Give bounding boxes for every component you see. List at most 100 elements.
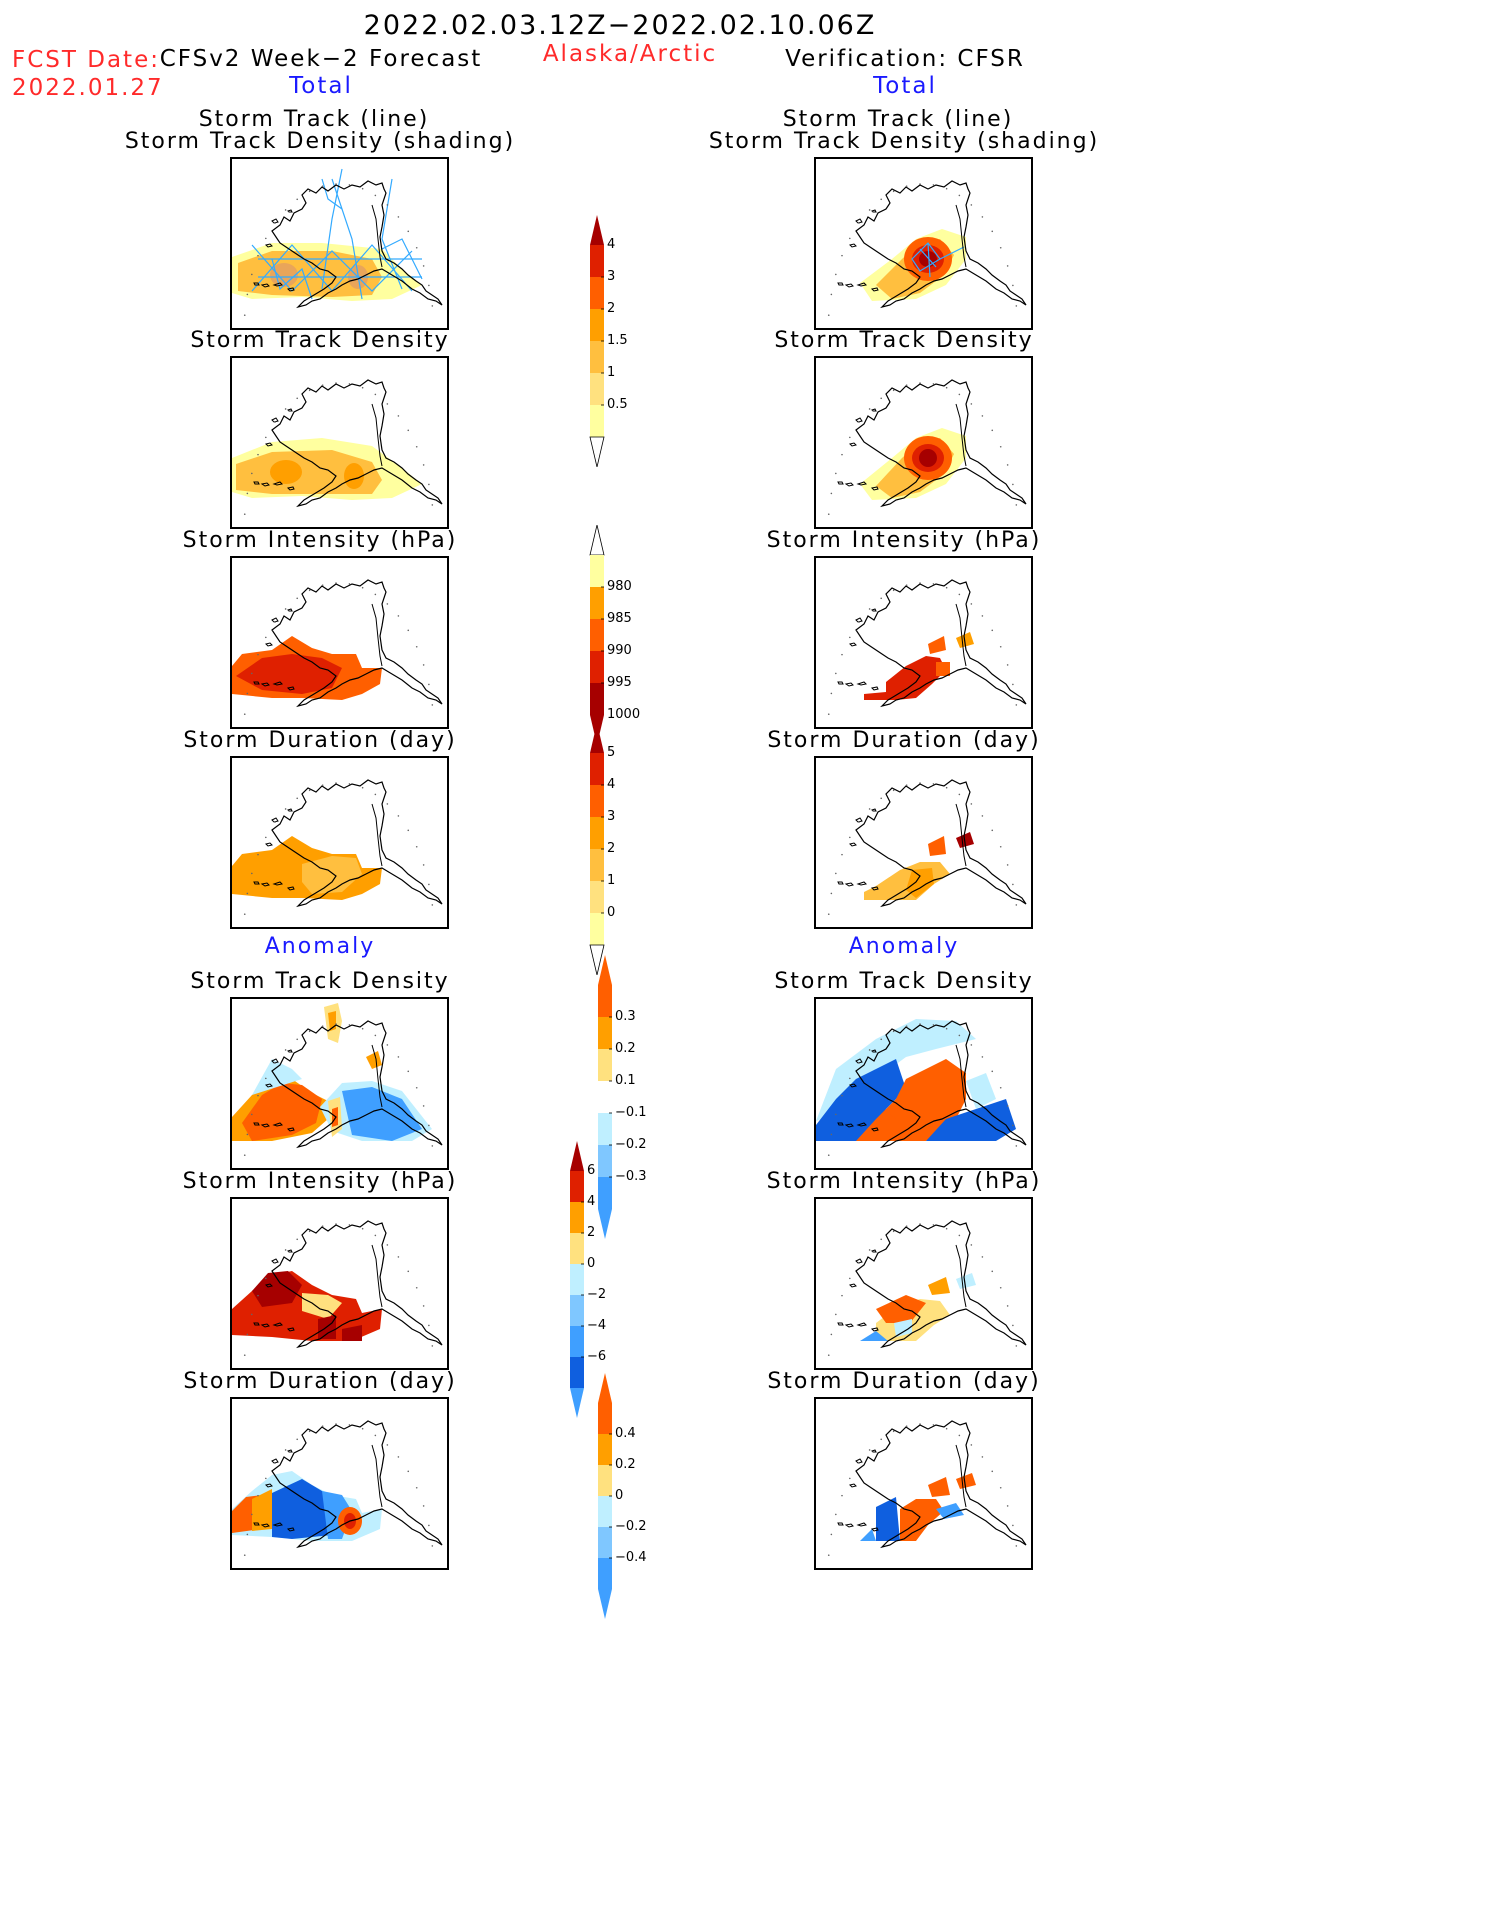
alaska-coastline <box>243 1020 443 1156</box>
island <box>849 1083 857 1088</box>
shade-region <box>876 1497 900 1541</box>
graticule-dots <box>243 183 434 316</box>
shade-region <box>928 1477 950 1497</box>
right-anom-density-title: Storm Track Density <box>774 969 1034 994</box>
map-right-intensity-total <box>814 556 1033 729</box>
island <box>855 417 863 423</box>
island <box>286 886 295 891</box>
colorbar-segment <box>590 405 604 437</box>
island <box>871 1049 877 1053</box>
map-right-duration-total <box>814 756 1033 929</box>
island <box>856 681 868 686</box>
colorbar-segment <box>590 683 604 715</box>
shade-region <box>366 1051 382 1069</box>
island <box>271 1258 279 1264</box>
island <box>837 881 844 885</box>
colorbar-label: 3 <box>607 809 616 824</box>
right-anomaly-label: Anomaly <box>848 934 960 959</box>
graticule-dots <box>827 183 1018 316</box>
colorbar-label: −0.3 <box>615 1169 647 1184</box>
island <box>837 481 844 485</box>
colorbar-segment <box>598 1113 612 1145</box>
map-left-intensity-anom <box>230 1197 449 1370</box>
alaska-coastline <box>243 779 443 915</box>
island <box>849 1283 857 1288</box>
colorbar-segment <box>598 1049 612 1081</box>
colorbar-label: 0.5 <box>607 397 628 412</box>
shade-region <box>936 662 950 676</box>
island <box>855 1458 863 1464</box>
island <box>837 681 844 685</box>
island <box>253 1522 260 1526</box>
island <box>260 482 270 487</box>
island <box>253 1322 260 1326</box>
colorbar-label: 2 <box>607 841 616 856</box>
colorbar-segment <box>590 587 604 619</box>
left-anom-intensity-title: Storm Intensity (hPa) <box>182 1169 458 1194</box>
right-track-line-title: Storm Track (line) <box>782 107 1014 132</box>
graticule-dots <box>243 582 434 715</box>
colorbar-segment <box>590 849 604 881</box>
island <box>844 482 854 487</box>
colorbar-label: 995 <box>607 675 632 690</box>
right-model-label: Verification: CFSR <box>785 46 1025 72</box>
colorbar-segment <box>590 277 604 309</box>
island <box>260 283 270 288</box>
storm-track-line <box>927 242 931 278</box>
island <box>253 481 260 485</box>
colorbar-label: 1 <box>607 873 616 888</box>
graticule-dots <box>827 1023 1018 1156</box>
island <box>272 481 284 486</box>
island <box>856 1122 868 1127</box>
island <box>837 282 844 286</box>
island <box>855 1058 863 1064</box>
colorbar-segment <box>590 817 604 849</box>
storm-track-line <box>939 246 965 260</box>
island <box>855 617 863 623</box>
colorbar-label: 6 <box>587 1163 596 1178</box>
shade-region <box>252 1047 302 1095</box>
island <box>286 486 295 491</box>
colorbar-label: 0.2 <box>615 1457 636 1472</box>
right-duration-title: Storm Duration (day) <box>767 728 1041 753</box>
shade-region <box>894 1319 912 1337</box>
shade-region <box>302 1293 342 1319</box>
graticule-dots <box>827 382 1018 515</box>
island <box>271 817 279 823</box>
colorbar-label: 980 <box>607 579 632 594</box>
island <box>253 1122 260 1126</box>
graticule-dots <box>243 1023 434 1156</box>
island <box>870 486 879 491</box>
canada-border <box>371 204 383 268</box>
island <box>856 481 868 486</box>
island <box>844 1123 854 1128</box>
shade-region <box>342 1325 362 1341</box>
island <box>856 282 868 287</box>
colorbar-segment <box>598 1017 612 1049</box>
colorbar-label: 0.4 <box>615 1426 636 1441</box>
island <box>287 1049 293 1053</box>
graticule-dots <box>243 382 434 515</box>
canada-border <box>955 403 967 467</box>
island <box>271 417 279 423</box>
colorbar-bottom-arrow <box>570 1388 584 1418</box>
colorbar-label: 0 <box>587 1256 596 1271</box>
colorbar-segment <box>570 1357 584 1388</box>
colorbar-segment <box>590 245 604 277</box>
region-label: Alaska/Arctic <box>542 41 718 67</box>
left-intensity-title: Storm Intensity (hPa) <box>182 528 458 553</box>
island <box>271 617 279 623</box>
colorbar-label: −2 <box>587 1287 607 1302</box>
island <box>849 642 857 647</box>
right-anom-intensity-title: Storm Intensity (hPa) <box>766 1169 1042 1194</box>
colorbar-bottom-arrow <box>598 1589 612 1619</box>
canada-border <box>371 1444 383 1508</box>
colorbar-label: 985 <box>607 611 632 626</box>
colorbar-segment <box>590 341 604 373</box>
shade-region <box>956 1273 976 1289</box>
canada-border <box>371 1244 383 1308</box>
island <box>253 681 260 685</box>
canada-border <box>955 603 967 667</box>
colorbar-label: 3 <box>607 269 616 284</box>
island <box>870 886 879 891</box>
